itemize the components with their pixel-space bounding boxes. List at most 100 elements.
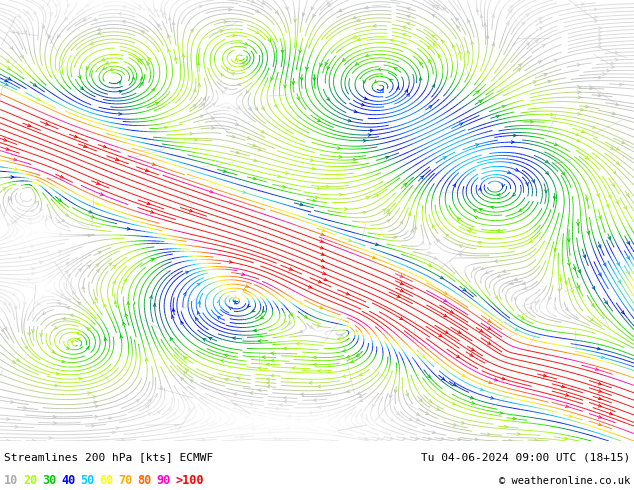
FancyArrowPatch shape (505, 425, 507, 428)
FancyArrowPatch shape (611, 62, 614, 65)
FancyArrowPatch shape (429, 437, 431, 440)
FancyArrowPatch shape (193, 89, 196, 92)
FancyArrowPatch shape (595, 368, 598, 370)
FancyArrowPatch shape (238, 83, 241, 86)
FancyArrowPatch shape (327, 185, 329, 188)
Text: 20: 20 (23, 473, 37, 487)
FancyArrowPatch shape (122, 439, 124, 442)
FancyArrowPatch shape (15, 221, 18, 224)
FancyArrowPatch shape (533, 81, 536, 83)
FancyArrowPatch shape (228, 8, 231, 11)
FancyArrowPatch shape (312, 167, 315, 170)
FancyArrowPatch shape (470, 353, 473, 356)
FancyArrowPatch shape (403, 437, 406, 440)
FancyArrowPatch shape (119, 113, 122, 115)
FancyArrowPatch shape (429, 242, 432, 245)
FancyArrowPatch shape (58, 251, 61, 253)
Text: 10: 10 (4, 473, 18, 487)
FancyArrowPatch shape (608, 236, 611, 240)
FancyArrowPatch shape (125, 314, 127, 317)
FancyArrowPatch shape (302, 13, 305, 16)
FancyArrowPatch shape (23, 407, 27, 409)
FancyArrowPatch shape (60, 233, 62, 236)
FancyArrowPatch shape (480, 388, 483, 391)
FancyArrowPatch shape (370, 129, 373, 132)
FancyArrowPatch shape (592, 286, 595, 290)
FancyArrowPatch shape (66, 263, 69, 265)
FancyArrowPatch shape (365, 6, 368, 9)
FancyArrowPatch shape (50, 12, 53, 15)
FancyArrowPatch shape (446, 234, 449, 237)
FancyArrowPatch shape (576, 133, 579, 136)
FancyArrowPatch shape (456, 18, 458, 21)
FancyArrowPatch shape (566, 393, 569, 396)
FancyArrowPatch shape (521, 317, 524, 319)
FancyArrowPatch shape (375, 80, 378, 83)
FancyArrowPatch shape (548, 297, 551, 300)
FancyArrowPatch shape (194, 139, 197, 141)
FancyArrowPatch shape (8, 77, 11, 80)
FancyArrowPatch shape (368, 134, 371, 136)
FancyArrowPatch shape (30, 245, 34, 248)
FancyArrowPatch shape (515, 328, 518, 330)
FancyArrowPatch shape (437, 239, 439, 242)
FancyArrowPatch shape (313, 77, 316, 80)
FancyArrowPatch shape (224, 422, 227, 425)
FancyArrowPatch shape (429, 399, 432, 402)
FancyArrowPatch shape (280, 419, 283, 422)
FancyArrowPatch shape (11, 400, 13, 403)
Text: 30: 30 (42, 473, 56, 487)
FancyArrowPatch shape (468, 231, 471, 233)
FancyArrowPatch shape (406, 94, 410, 97)
FancyArrowPatch shape (428, 251, 431, 254)
FancyArrowPatch shape (432, 5, 436, 8)
FancyArrowPatch shape (174, 424, 178, 427)
FancyArrowPatch shape (598, 38, 602, 41)
FancyArrowPatch shape (590, 318, 593, 321)
FancyArrowPatch shape (167, 35, 171, 38)
FancyArrowPatch shape (327, 66, 330, 70)
FancyArrowPatch shape (73, 292, 75, 295)
FancyArrowPatch shape (415, 437, 418, 440)
FancyArrowPatch shape (422, 242, 424, 245)
FancyArrowPatch shape (432, 84, 435, 88)
FancyArrowPatch shape (554, 248, 557, 251)
FancyArrowPatch shape (358, 392, 361, 394)
FancyArrowPatch shape (256, 31, 259, 33)
FancyArrowPatch shape (120, 336, 123, 339)
FancyArrowPatch shape (113, 281, 115, 284)
FancyArrowPatch shape (427, 375, 430, 378)
FancyArrowPatch shape (39, 261, 42, 264)
FancyArrowPatch shape (387, 209, 389, 212)
FancyArrowPatch shape (55, 326, 58, 329)
FancyArrowPatch shape (456, 355, 460, 358)
FancyArrowPatch shape (278, 175, 280, 177)
FancyArrowPatch shape (598, 245, 601, 248)
FancyArrowPatch shape (196, 318, 198, 321)
FancyArrowPatch shape (202, 103, 205, 106)
FancyArrowPatch shape (271, 77, 273, 80)
FancyArrowPatch shape (611, 66, 614, 69)
FancyArrowPatch shape (122, 5, 126, 8)
FancyArrowPatch shape (283, 185, 286, 188)
FancyArrowPatch shape (436, 408, 439, 410)
FancyArrowPatch shape (116, 427, 119, 430)
FancyArrowPatch shape (481, 267, 484, 270)
FancyArrowPatch shape (400, 282, 403, 285)
FancyArrowPatch shape (250, 403, 253, 406)
FancyArrowPatch shape (583, 255, 586, 258)
FancyArrowPatch shape (254, 159, 257, 162)
FancyArrowPatch shape (84, 18, 86, 21)
FancyArrowPatch shape (387, 213, 390, 216)
FancyArrowPatch shape (462, 374, 465, 376)
FancyArrowPatch shape (98, 32, 101, 35)
FancyArrowPatch shape (355, 415, 358, 417)
FancyArrowPatch shape (495, 260, 498, 263)
FancyArrowPatch shape (27, 250, 30, 253)
FancyArrowPatch shape (12, 293, 15, 295)
FancyArrowPatch shape (255, 107, 257, 110)
FancyArrowPatch shape (526, 297, 529, 300)
FancyArrowPatch shape (320, 306, 323, 309)
FancyArrowPatch shape (42, 25, 45, 28)
FancyArrowPatch shape (524, 287, 527, 289)
